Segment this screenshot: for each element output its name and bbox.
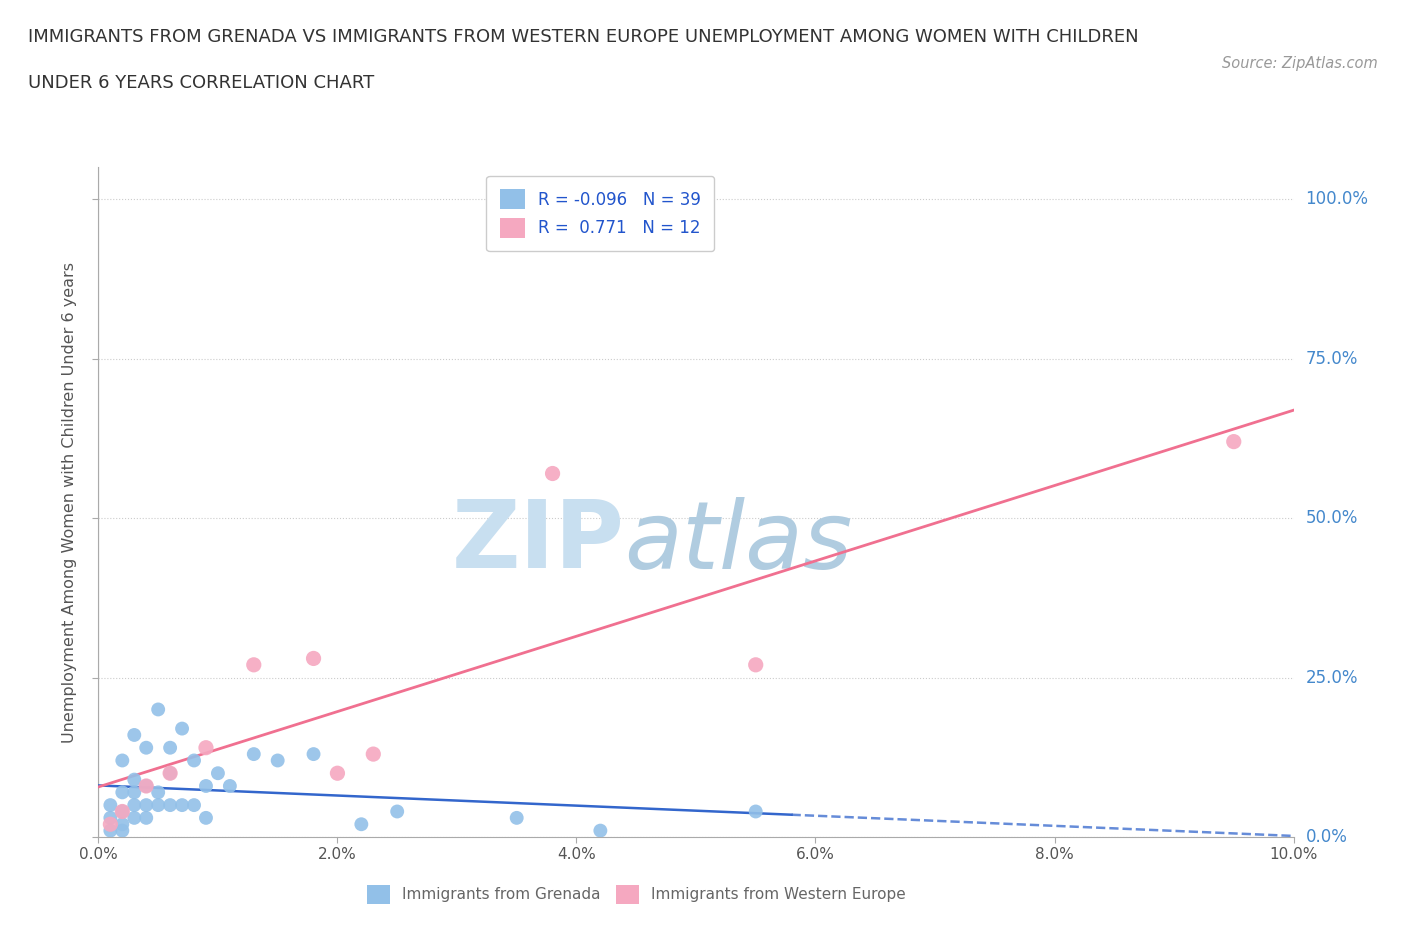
Point bbox=[541, 466, 564, 481]
Point bbox=[111, 785, 134, 800]
Text: UNDER 6 YEARS CORRELATION CHART: UNDER 6 YEARS CORRELATION CHART bbox=[28, 74, 374, 92]
Point bbox=[183, 753, 205, 768]
Point bbox=[219, 778, 242, 793]
Point bbox=[194, 740, 218, 755]
Legend: Immigrants from Grenada, Immigrants from Western Europe: Immigrants from Grenada, Immigrants from… bbox=[361, 879, 911, 910]
Point bbox=[326, 765, 349, 780]
Point bbox=[243, 747, 266, 762]
Point bbox=[98, 798, 122, 813]
Point bbox=[350, 817, 373, 831]
Point bbox=[159, 765, 181, 780]
Point bbox=[159, 798, 181, 813]
Point bbox=[111, 823, 134, 838]
Point bbox=[135, 798, 157, 813]
Point bbox=[243, 658, 266, 672]
Point bbox=[111, 753, 134, 768]
Point bbox=[207, 765, 229, 780]
Point bbox=[194, 810, 218, 825]
Point bbox=[363, 747, 385, 762]
Text: 25.0%: 25.0% bbox=[1305, 669, 1358, 686]
Point bbox=[124, 810, 146, 825]
Text: ZIP: ZIP bbox=[451, 497, 624, 589]
Point bbox=[745, 658, 768, 672]
Point bbox=[148, 798, 170, 813]
Point bbox=[302, 747, 325, 762]
Point bbox=[159, 740, 181, 755]
Point bbox=[98, 817, 122, 831]
Text: IMMIGRANTS FROM GRENADA VS IMMIGRANTS FROM WESTERN EUROPE UNEMPLOYMENT AMONG WOM: IMMIGRANTS FROM GRENADA VS IMMIGRANTS FR… bbox=[28, 28, 1139, 46]
Point bbox=[148, 785, 170, 800]
Point bbox=[135, 740, 157, 755]
Point bbox=[745, 804, 768, 819]
Point bbox=[148, 702, 170, 717]
Point bbox=[302, 651, 325, 666]
Point bbox=[183, 798, 205, 813]
Point bbox=[589, 823, 612, 838]
Point bbox=[135, 810, 157, 825]
Point bbox=[267, 753, 290, 768]
Point bbox=[98, 823, 122, 838]
Text: 0.0%: 0.0% bbox=[1305, 828, 1347, 846]
Point bbox=[135, 778, 157, 793]
Point bbox=[172, 721, 194, 736]
Text: 100.0%: 100.0% bbox=[1305, 191, 1368, 208]
Point bbox=[385, 804, 409, 819]
Text: atlas: atlas bbox=[624, 497, 852, 588]
Text: 75.0%: 75.0% bbox=[1305, 350, 1358, 367]
Point bbox=[172, 798, 194, 813]
Point bbox=[111, 817, 134, 831]
Point bbox=[506, 810, 529, 825]
Point bbox=[124, 785, 146, 800]
Text: Source: ZipAtlas.com: Source: ZipAtlas.com bbox=[1222, 56, 1378, 71]
Text: 50.0%: 50.0% bbox=[1305, 509, 1358, 527]
Y-axis label: Unemployment Among Women with Children Under 6 years: Unemployment Among Women with Children U… bbox=[62, 261, 77, 743]
Point bbox=[124, 772, 146, 787]
Point bbox=[135, 778, 157, 793]
Point bbox=[98, 810, 122, 825]
Point bbox=[194, 778, 218, 793]
Point bbox=[124, 727, 146, 742]
Point bbox=[111, 804, 134, 819]
Point bbox=[1223, 434, 1246, 449]
Point bbox=[111, 804, 134, 819]
Point bbox=[124, 798, 146, 813]
Point bbox=[159, 765, 181, 780]
